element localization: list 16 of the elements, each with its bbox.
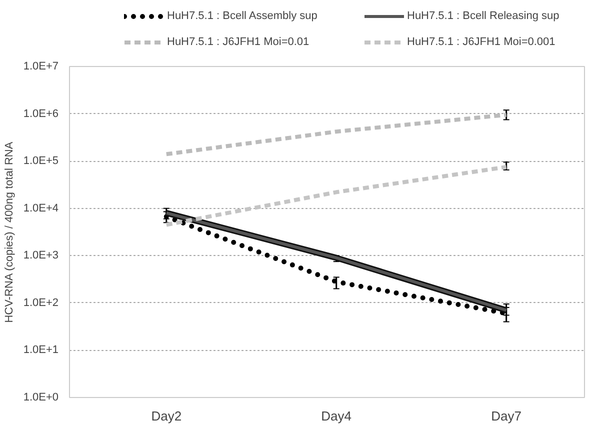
x-tick-label: Day7 (491, 408, 522, 424)
legend-label: HuH7.5.1 : Bcell Assembly sup (167, 10, 318, 22)
y-tick-label: 1.0E+5 (23, 155, 58, 168)
y-axis-title: HCV-RNA (copies) / 400ng total RNA (3, 141, 16, 323)
legend-label: HuH7.5.1 : J6JFH1 Moi=0.001 (407, 36, 556, 48)
y-tick-label: 1.0E+4 (23, 202, 58, 214)
x-tick-label: Day2 (151, 408, 182, 424)
legend-label: HuH7.5.1 : J6JFH1 Moi=0.01 (167, 36, 310, 48)
y-tick-label: 1.0E+7 (23, 60, 58, 72)
x-tick-label: Day4 (321, 408, 352, 424)
y-tick-label: 1.0E+2 (23, 296, 58, 309)
y-tick-label: 1.0E+0 (23, 392, 58, 404)
legend-label: HuH7.5.1 : Bcell Releasing sup (407, 10, 560, 22)
y-tick-label: 1.0E+3 (23, 250, 58, 262)
y-tick-label: 1.0E+1 (23, 344, 58, 356)
y-tick-label: 1.0E+6 (23, 108, 58, 120)
